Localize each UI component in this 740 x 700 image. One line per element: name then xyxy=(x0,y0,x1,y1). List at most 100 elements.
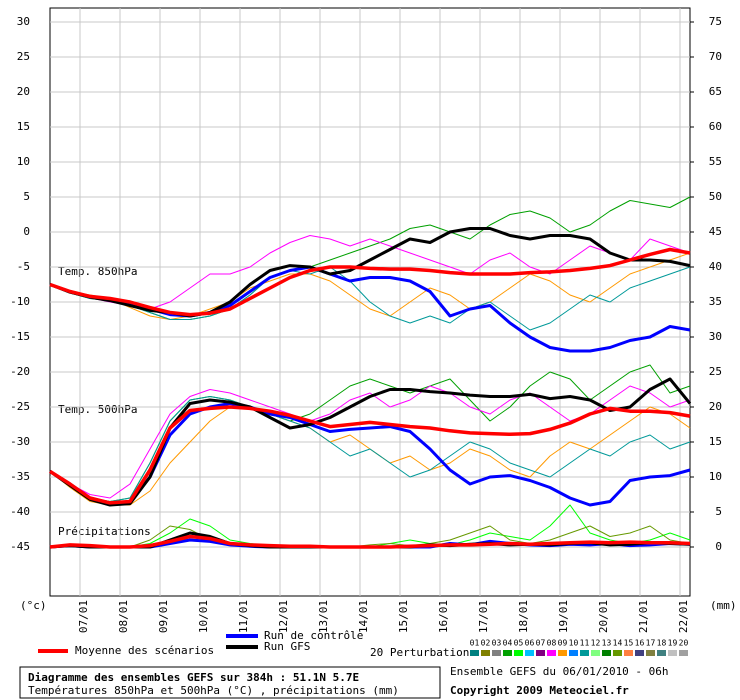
legend-label: 18 xyxy=(657,639,667,648)
legend-swatch xyxy=(657,650,666,656)
legend-label: 19 xyxy=(668,639,678,648)
legend-label: 06 xyxy=(525,639,535,648)
y-tick-label: -35 xyxy=(10,470,30,483)
chart-subtitle: Températures 850hPa et 500hPa (°C) , pré… xyxy=(28,684,399,697)
x-tick-label: 08/01 xyxy=(117,600,130,633)
copyright: Copyright 2009 Meteociel.fr xyxy=(450,684,629,697)
y2-tick-label: 65 xyxy=(709,85,722,98)
legend-swatch xyxy=(613,650,622,656)
x-tick-label: 10/01 xyxy=(197,600,210,633)
y2-tick-label: 75 xyxy=(709,15,722,28)
y2-axis-label: (mm) xyxy=(710,599,737,612)
y2-tick-label: 70 xyxy=(709,50,722,63)
x-tick-label: 22/01 xyxy=(677,600,690,633)
legend-swatch xyxy=(668,650,677,656)
y2-tick-label: 5 xyxy=(715,505,722,518)
x-tick-label: 12/01 xyxy=(277,600,290,633)
legend-swatch xyxy=(481,650,490,656)
series-line xyxy=(49,266,691,331)
series-line xyxy=(49,405,691,505)
x-tick-label: 19/01 xyxy=(557,600,570,633)
legend-swatch xyxy=(503,650,512,656)
legend-swatch xyxy=(558,650,567,656)
legend-label: 12 xyxy=(591,639,601,648)
x-tick-label: 20/01 xyxy=(597,600,610,633)
y2-tick-label: 30 xyxy=(709,330,722,343)
legend-swatch xyxy=(635,650,644,656)
chart-title: Diagramme des ensembles GEFS sur 384h : … xyxy=(28,671,359,684)
y-tick-label: -15 xyxy=(10,330,30,343)
legend-label: 20 Perturbations xyxy=(370,646,476,659)
legend-label: Moyenne des scénarios xyxy=(75,644,214,657)
x-tick-label: 07/01 xyxy=(77,600,90,633)
y2-tick-label: 55 xyxy=(709,155,722,168)
legend-label: 07 xyxy=(536,639,546,648)
legend-label: 01 xyxy=(470,639,480,648)
annotation: Temp. 500hPa xyxy=(58,403,137,416)
legend-label: 09 xyxy=(558,639,568,648)
y-tick-label: 20 xyxy=(17,85,30,98)
y2-tick-label: 20 xyxy=(709,400,722,413)
y-tick-label: -5 xyxy=(17,260,30,273)
x-tick-label: 14/01 xyxy=(357,600,370,633)
y2-tick-label: 0 xyxy=(715,540,722,553)
legend-swatch xyxy=(569,650,578,656)
y-tick-label: -25 xyxy=(10,400,30,413)
legend-label: 05 xyxy=(514,639,524,648)
legend-label: 04 xyxy=(503,639,513,648)
x-tick-label: 15/01 xyxy=(397,600,410,633)
legend-swatch xyxy=(514,650,523,656)
legend-swatch xyxy=(492,650,501,656)
y-tick-label: 15 xyxy=(17,120,30,133)
legend-label: 08 xyxy=(547,639,557,648)
title-box xyxy=(19,666,441,699)
legend-label: 16 xyxy=(635,639,645,648)
y2-tick-label: 40 xyxy=(709,260,722,273)
x-tick-label: 09/01 xyxy=(157,600,170,633)
y-tick-label: -45 xyxy=(10,540,30,553)
y2-tick-label: 10 xyxy=(709,470,722,483)
y-tick-label: 30 xyxy=(17,15,30,28)
series-line xyxy=(49,235,691,310)
series-line xyxy=(50,525,691,548)
legend-swatch xyxy=(470,650,479,656)
y-tick-label: 25 xyxy=(17,50,30,63)
y2-tick-label: 35 xyxy=(709,295,722,308)
x-tick-label: 16/01 xyxy=(437,600,450,633)
legend-label: 10 xyxy=(569,639,579,648)
y2-tick-label: 60 xyxy=(709,120,722,133)
y-tick-label: 5 xyxy=(23,190,30,203)
y-tick-label: -10 xyxy=(10,295,30,308)
legend-label: 17 xyxy=(646,639,656,648)
legend-label: 15 xyxy=(624,639,634,648)
legend-label: Run de contrôle xyxy=(264,629,363,642)
legend-label: Run GFS xyxy=(264,640,310,653)
x-tick-label: 21/01 xyxy=(637,600,650,633)
series-line xyxy=(49,227,691,318)
series-line xyxy=(49,247,691,317)
legend-label: 20 xyxy=(679,639,689,648)
y-tick-label: -20 xyxy=(10,365,30,378)
legend-swatch xyxy=(624,650,633,656)
series-line xyxy=(49,396,691,502)
y-tick-label: 0 xyxy=(23,225,30,238)
y-tick-label: -40 xyxy=(10,505,30,518)
series-line xyxy=(49,534,691,549)
annotation: Temp. 850hPa xyxy=(58,265,137,278)
run-info: Ensemble GEFS du 06/01/2010 - 06h xyxy=(450,665,669,678)
y-axis-label: (°c) xyxy=(20,599,47,612)
x-tick-label: 17/01 xyxy=(477,600,490,633)
x-tick-label: 18/01 xyxy=(517,600,530,633)
legend-label: 13 xyxy=(602,639,612,648)
legend-label: 03 xyxy=(492,639,502,648)
legend-swatch xyxy=(580,650,589,656)
legend-swatch xyxy=(525,650,534,656)
legend-swatch xyxy=(602,650,611,656)
annotation: Précipitations xyxy=(58,525,151,538)
x-tick-label: 11/01 xyxy=(237,600,250,633)
y-tick-label: 10 xyxy=(17,155,30,168)
y-tick-label: -30 xyxy=(10,435,30,448)
y2-tick-label: 50 xyxy=(709,190,722,203)
